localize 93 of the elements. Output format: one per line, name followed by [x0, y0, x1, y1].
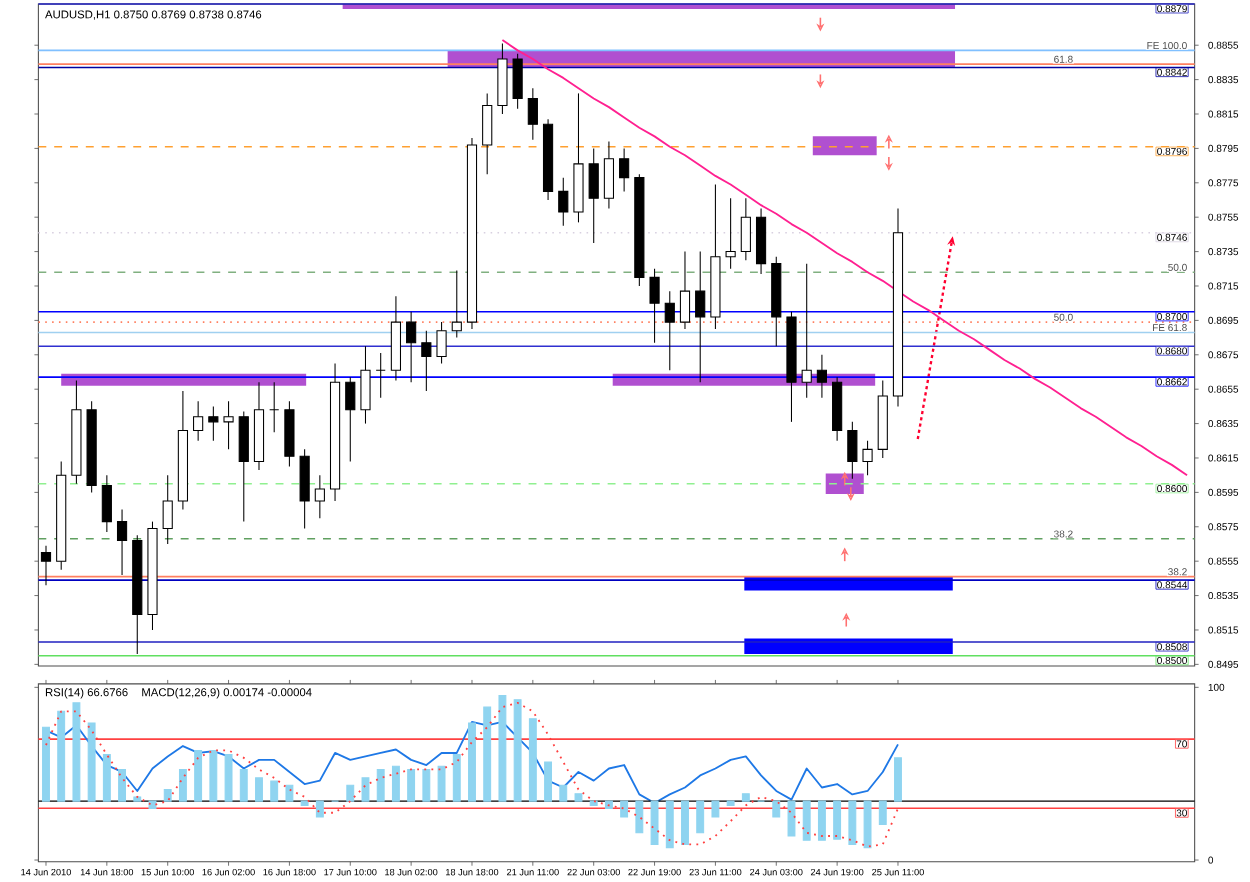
bar: [544, 761, 553, 802]
bar: [574, 793, 583, 802]
candlestick: [755, 208, 767, 275]
bar: [87, 722, 96, 802]
bar: [57, 711, 66, 802]
bar: [513, 699, 522, 802]
candlestick: [649, 268, 660, 344]
candlestick: [740, 197, 751, 261]
bar: [894, 757, 902, 802]
bar: [620, 800, 629, 818]
candlestick: [619, 148, 630, 193]
bar: [209, 750, 218, 802]
bar: [833, 800, 842, 840]
candlestick: [208, 406, 219, 442]
candlestick: [269, 381, 280, 433]
candlestick: [497, 43, 508, 115]
bar: [270, 780, 279, 802]
bar: [346, 784, 355, 802]
candlestick: [421, 330, 432, 392]
candlestick: [451, 270, 462, 339]
candlestick: [512, 53, 523, 110]
bar: [285, 784, 294, 802]
bar: [696, 800, 705, 834]
candlestick: [527, 87, 538, 141]
bar: [726, 800, 735, 807]
bar: [452, 754, 461, 802]
bar: [772, 800, 781, 818]
bar: [255, 777, 263, 802]
candlestick: [40, 545, 52, 587]
bar: [604, 800, 613, 810]
candlestick: [101, 474, 112, 533]
bar: [437, 765, 446, 802]
candlestick: [116, 509, 128, 576]
candlestick: [162, 474, 173, 545]
candlestick: [223, 400, 234, 451]
candlestick: [436, 321, 447, 365]
bar: [148, 800, 157, 810]
bar: [163, 789, 172, 802]
bar: [559, 784, 568, 802]
bar: [224, 754, 233, 802]
candlestick: [482, 93, 493, 175]
line-series: [501, 39, 1188, 477]
bar: [650, 800, 659, 846]
candlestick: [695, 251, 706, 384]
bar: [681, 800, 689, 846]
candlestick: [725, 197, 736, 270]
bar: [741, 793, 750, 802]
bar: [422, 769, 431, 802]
candlestick: [406, 311, 417, 384]
bar: [407, 769, 416, 802]
bar: [42, 726, 50, 802]
bar: [315, 800, 324, 818]
bar: [376, 769, 385, 802]
candlestick: [360, 345, 371, 425]
bar: [361, 777, 370, 802]
bar: [802, 800, 811, 841]
bar: [711, 800, 720, 818]
bar: [848, 800, 857, 846]
candlestick: [588, 148, 599, 244]
bar: [817, 800, 826, 841]
bar: [391, 765, 400, 802]
bar: [118, 769, 127, 802]
candlestick: [284, 400, 295, 468]
bar: [72, 702, 81, 802]
bar: [133, 796, 142, 802]
bar: [589, 800, 598, 807]
bar: [635, 800, 644, 834]
bar: [468, 722, 476, 802]
bar: [483, 706, 492, 802]
bar: [102, 754, 111, 802]
candlestick: [345, 376, 356, 463]
candlestick: [558, 177, 569, 227]
bar: [300, 800, 309, 807]
bar: [665, 800, 674, 849]
bar: [528, 718, 537, 802]
bar: [878, 800, 887, 826]
bar: [863, 800, 872, 849]
candlestick: [375, 352, 386, 399]
bar: [178, 769, 187, 802]
candlestick: [314, 474, 325, 519]
candlestick: [603, 141, 615, 210]
candlestick: [664, 290, 675, 372]
candlestick: [862, 440, 873, 476]
candlestick: [299, 449, 310, 530]
candlestick: [679, 251, 691, 330]
candlestick: [801, 263, 812, 399]
bar: [787, 800, 796, 837]
bar: [194, 750, 203, 802]
bar: [239, 769, 248, 802]
candlestick: [193, 400, 204, 442]
candlestick: [238, 411, 249, 523]
bar: [498, 695, 507, 802]
candlestick: [816, 354, 828, 399]
